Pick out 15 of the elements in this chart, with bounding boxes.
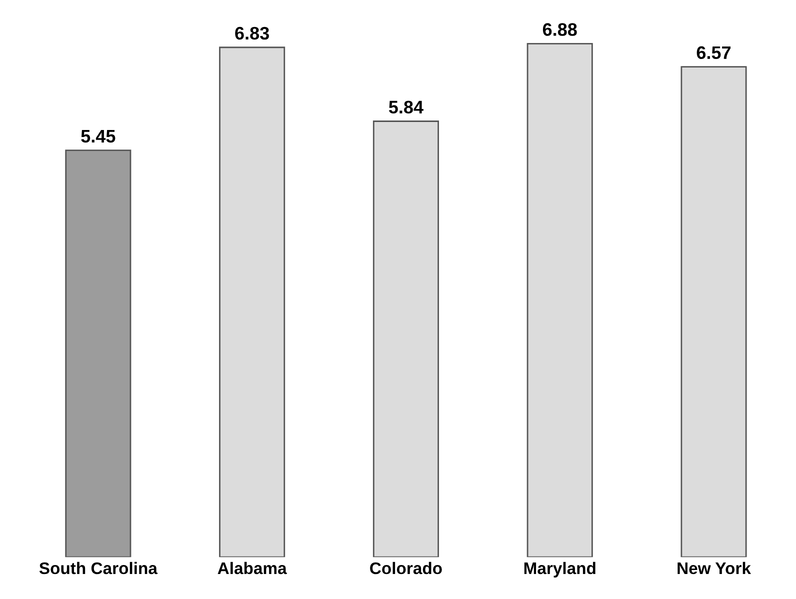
x-tick-label: New York <box>678 562 751 574</box>
bar <box>372 120 439 558</box>
x-tick-label: Alabama <box>218 562 287 574</box>
bar <box>526 42 593 558</box>
bar <box>680 66 747 558</box>
bar <box>219 46 286 558</box>
data-label: 6.57 <box>696 46 731 60</box>
data-label: 5.45 <box>81 130 116 143</box>
data-label: 6.83 <box>235 26 269 40</box>
data-label: 6.88 <box>542 23 577 36</box>
x-tick-label: South Carolina <box>39 562 158 574</box>
bar <box>65 150 132 558</box>
data-label: 5.84 <box>388 100 424 114</box>
x-tick-label: Maryland <box>524 562 596 578</box>
x-tick-label: Colorado <box>370 562 442 574</box>
